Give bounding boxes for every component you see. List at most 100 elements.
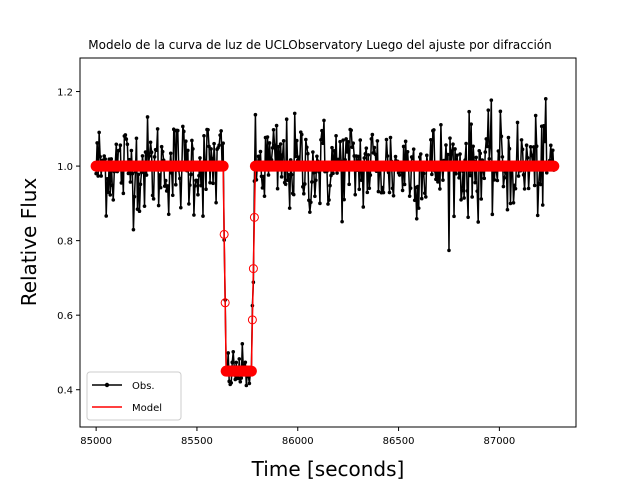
- obs-point: [397, 173, 402, 177]
- obs-point: [280, 153, 285, 157]
- obs-point: [111, 198, 116, 202]
- obs-point: [357, 187, 362, 192]
- obs-point: [219, 129, 223, 133]
- obs-point: [253, 112, 258, 117]
- obs-point: [178, 176, 182, 181]
- obs-point: [498, 109, 503, 114]
- obs-point: [310, 180, 314, 184]
- obs-point: [407, 194, 412, 198]
- obs-point: [331, 171, 335, 176]
- obs-point: [531, 145, 536, 149]
- obs-point: [444, 143, 448, 147]
- legend-box: [86, 371, 182, 421]
- obs-point: [326, 202, 330, 206]
- obs-point: [469, 122, 473, 126]
- obs-point: [138, 182, 143, 187]
- obs-point: [327, 198, 331, 202]
- obs-point: [312, 170, 316, 175]
- obs-point: [160, 149, 165, 154]
- obs-point: [275, 186, 280, 191]
- obs-point: [543, 97, 548, 101]
- x-axis: 85000 85500 86000 86500 87000: [80, 427, 515, 447]
- obs-point: [258, 149, 263, 154]
- obs-point: [170, 193, 175, 198]
- obs-point: [145, 115, 150, 119]
- obs-point: [335, 171, 339, 175]
- obs-point: [256, 154, 261, 159]
- obs-point: [370, 132, 375, 137]
- obs-point: [206, 127, 210, 132]
- model-point: [220, 298, 230, 308]
- obs-point: [340, 219, 344, 224]
- obs-point: [152, 155, 157, 159]
- obs-point: [540, 203, 545, 207]
- obs-point: [358, 138, 363, 142]
- obs-line: [95, 98, 555, 386]
- obs-point: [542, 139, 547, 144]
- obs-point: [400, 188, 405, 193]
- obs-point: [134, 136, 139, 141]
- obs-point: [209, 147, 213, 151]
- obs-point: [229, 381, 234, 385]
- obs-point: [286, 172, 291, 177]
- obs-point: [147, 154, 152, 158]
- obs-point: [410, 156, 415, 161]
- obs-point: [368, 173, 373, 177]
- legend-obs-label: Obs.: [132, 381, 155, 392]
- obs-point: [467, 109, 471, 114]
- obs-point: [278, 142, 283, 146]
- obs-point: [137, 209, 142, 214]
- obs-point: [283, 182, 288, 186]
- obs-point: [458, 152, 462, 156]
- obs-point: [142, 204, 147, 208]
- x-tick-label: 85000: [80, 436, 112, 447]
- obs-point: [163, 178, 168, 183]
- obs-point: [519, 138, 524, 142]
- obs-point: [415, 184, 420, 189]
- obs-point: [128, 180, 133, 184]
- obs-point: [230, 360, 235, 365]
- obs-point: [158, 185, 163, 190]
- obs-point: [405, 150, 410, 154]
- obs-point: [302, 191, 306, 196]
- model-point: [245, 365, 257, 377]
- obs-point: [349, 128, 353, 133]
- obs-point: [126, 171, 131, 176]
- obs-point: [474, 155, 479, 160]
- obs-point: [489, 98, 494, 102]
- obs-point: [515, 120, 520, 125]
- obs-point: [247, 381, 252, 386]
- obs-point: [495, 178, 500, 183]
- obs-point: [291, 192, 296, 197]
- obs-point: [157, 173, 162, 177]
- obs-point: [457, 176, 461, 180]
- obs-point: [210, 156, 214, 161]
- obs-point: [204, 187, 208, 192]
- obs-point: [385, 154, 390, 158]
- model-point: [249, 212, 259, 222]
- obs-point: [318, 201, 322, 206]
- obs-point: [375, 139, 380, 143]
- obs-point: [292, 111, 297, 116]
- obs-point: [330, 145, 334, 150]
- obs-point: [322, 118, 326, 123]
- obs-point: [501, 184, 506, 189]
- obs-point: [181, 124, 185, 129]
- obs-point: [418, 152, 423, 156]
- obs-point: [414, 216, 419, 221]
- obs-point: [490, 212, 495, 217]
- obs-point: [121, 191, 126, 196]
- x-tick-label: 86500: [383, 436, 415, 447]
- obs-point: [214, 200, 218, 205]
- obs-point: [483, 150, 488, 154]
- obs-point: [243, 360, 248, 365]
- obs-point: [345, 150, 349, 154]
- obs-point: [376, 189, 381, 194]
- obs-point: [226, 351, 230, 355]
- obs-point: [190, 138, 194, 143]
- obs-point: [422, 191, 427, 195]
- obs-point: [526, 186, 531, 191]
- obs-point: [486, 108, 491, 112]
- obs-point: [193, 184, 197, 188]
- obs-point: [173, 182, 178, 187]
